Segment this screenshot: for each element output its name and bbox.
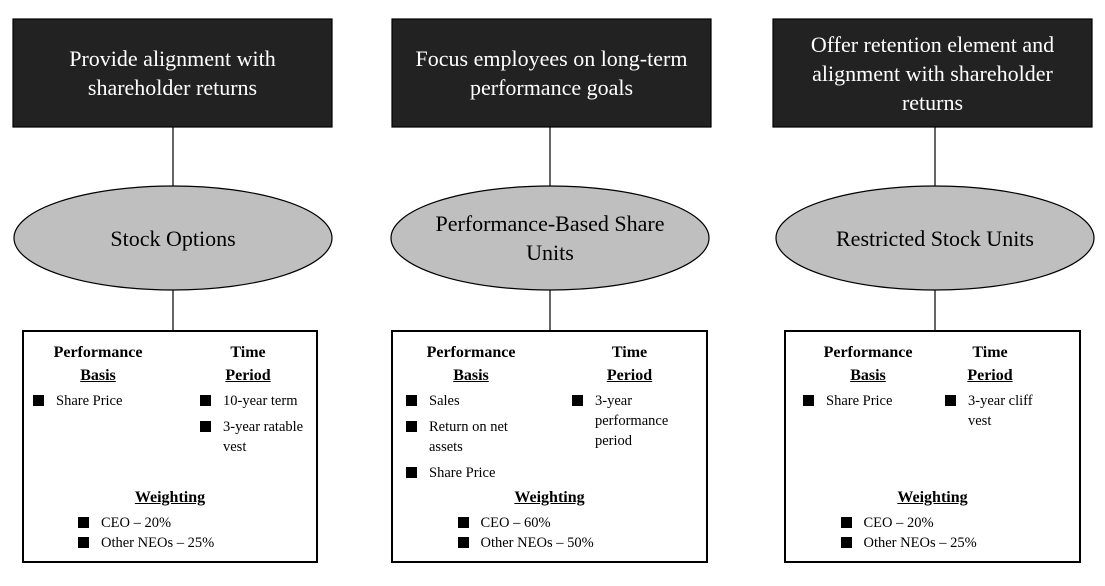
vehicle-text: Restricted Stock Units bbox=[836, 225, 1034, 251]
bullet-item: 10-year term bbox=[200, 391, 308, 411]
weighting-item: CEO – 60% bbox=[457, 513, 658, 533]
column-heading: Time Period bbox=[567, 341, 692, 387]
vehicle-ellipse bbox=[390, 185, 710, 291]
bullet-item: 3-year ratable vest bbox=[200, 417, 308, 457]
weighting-item: CEO – 20% bbox=[840, 513, 1041, 533]
heading-line: Period bbox=[606, 367, 653, 384]
vehicle-text: Stock Options bbox=[110, 225, 236, 251]
weighting-list: CEO – 20% Other NEOs – 25% bbox=[840, 513, 1041, 553]
goal-text: Focus employees on long-term performance… bbox=[415, 46, 688, 100]
bullet-item: Return on net assets bbox=[406, 417, 534, 457]
item-list: Sales Return on net assets Share Price bbox=[406, 391, 536, 489]
bullet-item: 3-year cliff vest bbox=[945, 391, 1038, 431]
vehicle-ellipse bbox=[775, 185, 1095, 291]
goal-box bbox=[391, 18, 712, 128]
heading-line: Basis bbox=[453, 367, 489, 384]
vehicle-ellipse bbox=[13, 185, 333, 291]
weighting-item: Other NEOs – 25% bbox=[840, 533, 1041, 553]
column-heading: Time Period bbox=[188, 341, 308, 387]
item-list: 3-year cliff vest bbox=[945, 391, 1045, 437]
heading-line: Time bbox=[972, 344, 1008, 361]
goal-text: Provide alignment with shareholder retur… bbox=[69, 46, 276, 100]
heading-line: Time bbox=[611, 344, 648, 361]
column-heading: Performance Basis bbox=[406, 341, 536, 387]
weighting-list: CEO – 20% Other NEOs – 25% bbox=[78, 513, 278, 553]
weighting-heading: Weighting bbox=[514, 489, 585, 506]
heading-line: Basis bbox=[80, 367, 116, 384]
weighting-item: CEO – 20% bbox=[78, 513, 278, 533]
detail-box bbox=[784, 330, 1081, 563]
bullet-item: Share Price bbox=[803, 391, 933, 411]
column-heading: Performance Basis bbox=[803, 341, 933, 387]
column-heading: Performance Basis bbox=[33, 341, 163, 387]
bullet-item: 3-year performance period bbox=[572, 391, 680, 451]
goal-box bbox=[12, 18, 333, 128]
weighting-heading: Weighting bbox=[134, 489, 206, 506]
column-heading: Time Period bbox=[935, 341, 1045, 387]
weighting-list: CEO – 60% Other NEOs – 50% bbox=[457, 513, 658, 553]
detail-content: Performance Basis Sales Return on net asset… bbox=[392, 331, 707, 562]
heading-line: Period bbox=[967, 367, 1013, 384]
heading-line: Performance bbox=[823, 344, 913, 361]
bullet-item: Share Price bbox=[406, 463, 534, 483]
item-list: Share Price bbox=[803, 391, 933, 417]
heading-line: Performance bbox=[53, 344, 143, 361]
heading-line: Performance bbox=[426, 344, 516, 361]
heading-line: Period bbox=[225, 367, 271, 384]
item-list: 3-year performance period bbox=[572, 391, 692, 457]
detail-box bbox=[391, 330, 708, 563]
heading-line: Basis bbox=[850, 367, 886, 384]
bullet-item: Share Price bbox=[33, 391, 163, 411]
detail-box bbox=[22, 330, 318, 563]
heading-line: Time bbox=[230, 344, 266, 361]
item-list: 10-year term 3-year ratable vest bbox=[200, 391, 308, 463]
vehicle-text: Performance-Based Share Units bbox=[435, 211, 665, 265]
detail-content: Performance Basis Share Price Time Period 3-y… bbox=[785, 331, 1080, 562]
goal-box bbox=[772, 18, 1093, 128]
detail-content: Performance Basis Share Price Time Period 10-… bbox=[23, 331, 317, 562]
weighting-item: Other NEOs – 50% bbox=[457, 533, 658, 553]
weighting-heading: Weighting bbox=[897, 489, 968, 506]
item-list: Share Price bbox=[33, 391, 163, 417]
bullet-item: Sales bbox=[406, 391, 534, 411]
goal-text: Offer retention element and alignment wi… bbox=[810, 31, 1055, 115]
weighting-item: Other NEOs – 25% bbox=[78, 533, 278, 553]
